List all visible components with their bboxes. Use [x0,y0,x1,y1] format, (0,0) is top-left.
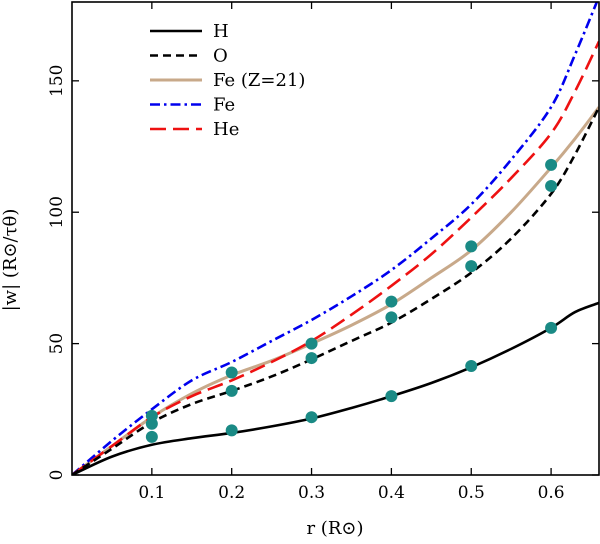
data-marker [545,179,558,192]
x-tick-label: 0.1 [138,483,165,503]
x-axis-label: r (R⊙) [306,518,363,539]
data-marker [385,295,398,308]
data-marker [385,390,398,403]
data-marker [145,409,158,422]
series-line-fe [72,2,599,475]
data-marker [305,337,318,350]
legend-label-4: Fe [213,95,235,116]
series-line-he [72,40,599,475]
data-marker [145,430,158,443]
y-tick-label: 100 [47,196,67,228]
data-marker [385,311,398,324]
x-tick-label: 0.6 [538,483,565,503]
data-marker [465,359,478,372]
data-marker [545,158,558,171]
y-axis-label: |w| (R⊙/τθ) [0,209,21,312]
y-tick-label: 50 [47,333,67,355]
data-marker [465,260,478,273]
data-marker [305,411,318,424]
data-marker [545,321,558,334]
series-line-fe-z-21 [72,106,599,475]
legend-label-5: He [213,119,239,140]
y-tick-label: 0 [47,470,67,481]
y-tick-label: 150 [47,65,67,97]
x-tick-label: 0.5 [458,483,485,503]
data-marker [305,352,318,365]
data-marker [465,240,478,253]
series-line-h [72,301,599,475]
x-tick-label: 0.3 [298,483,325,503]
x-tick-label: 0.2 [218,483,245,503]
data-marker [225,384,238,397]
x-tick-label: 0.4 [378,483,405,503]
plot-frame [71,1,600,476]
legend-label-2: O [213,46,228,67]
data-marker [225,424,238,437]
legend-label-3: Fe (Z=21) [213,70,305,91]
data-marker [225,366,238,379]
series-line-o [72,106,599,475]
legend-label-1: H [213,21,229,42]
